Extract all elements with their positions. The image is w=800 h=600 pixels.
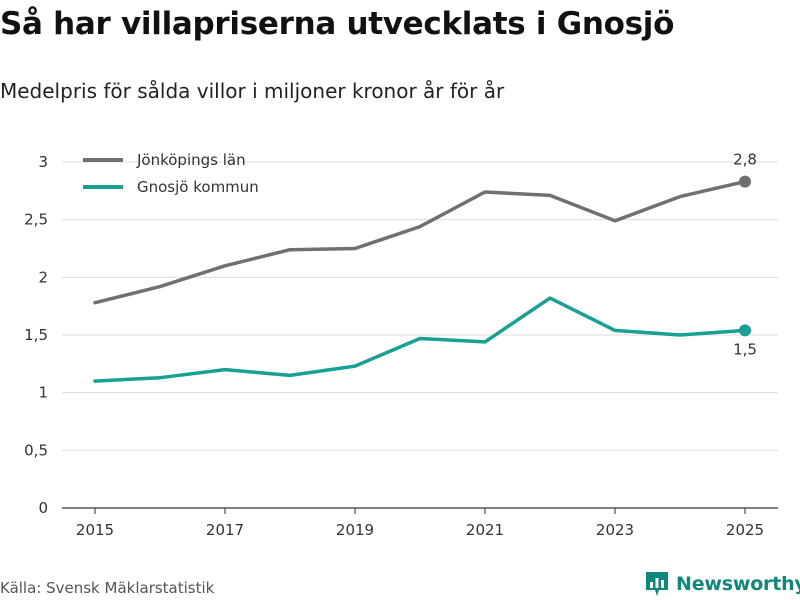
y-tick-label: 0,5 [24,441,48,459]
series-end-point-1 [739,175,751,188]
legend-label-1: Jönköpings län [136,151,246,169]
x-tick-label: 2019 [336,521,374,539]
series-line-2 [93,296,747,383]
y-tick-label: 0 [38,499,48,517]
source-note: Källa: Svensk Mäklarstatistik [0,579,215,597]
y-tick-label: 2 [38,268,48,286]
newsworthy-logo-icon [646,572,668,596]
y-tick-label: 1,5 [24,326,48,344]
y-tick-label: 1 [38,384,48,402]
chart-subtitle: Medelpris för sålda villor i miljoner kr… [0,79,505,103]
x-tick-label: 2023 [596,521,634,539]
brand-logo: Newsworthy [644,570,800,598]
x-tick-label: 2021 [466,521,504,539]
series-end-point-2 [739,324,751,337]
y-tick-label: 3 [38,153,48,171]
legend-label-2: Gnosjö kommun [137,178,259,196]
series-line-1 [93,179,747,305]
y-tick-label: 2,5 [24,211,48,229]
end-value-label-2: 1,5 [733,340,757,358]
x-tick-label: 2025 [726,521,764,539]
brand-name: Newsworthy [676,573,800,595]
end-value-label-1: 2,8 [733,151,757,169]
chart-title: Så har villapriserna utvecklats i Gnosjö [0,6,675,42]
x-tick-label: 2015 [76,521,114,539]
x-tick-label: 2017 [206,521,244,539]
